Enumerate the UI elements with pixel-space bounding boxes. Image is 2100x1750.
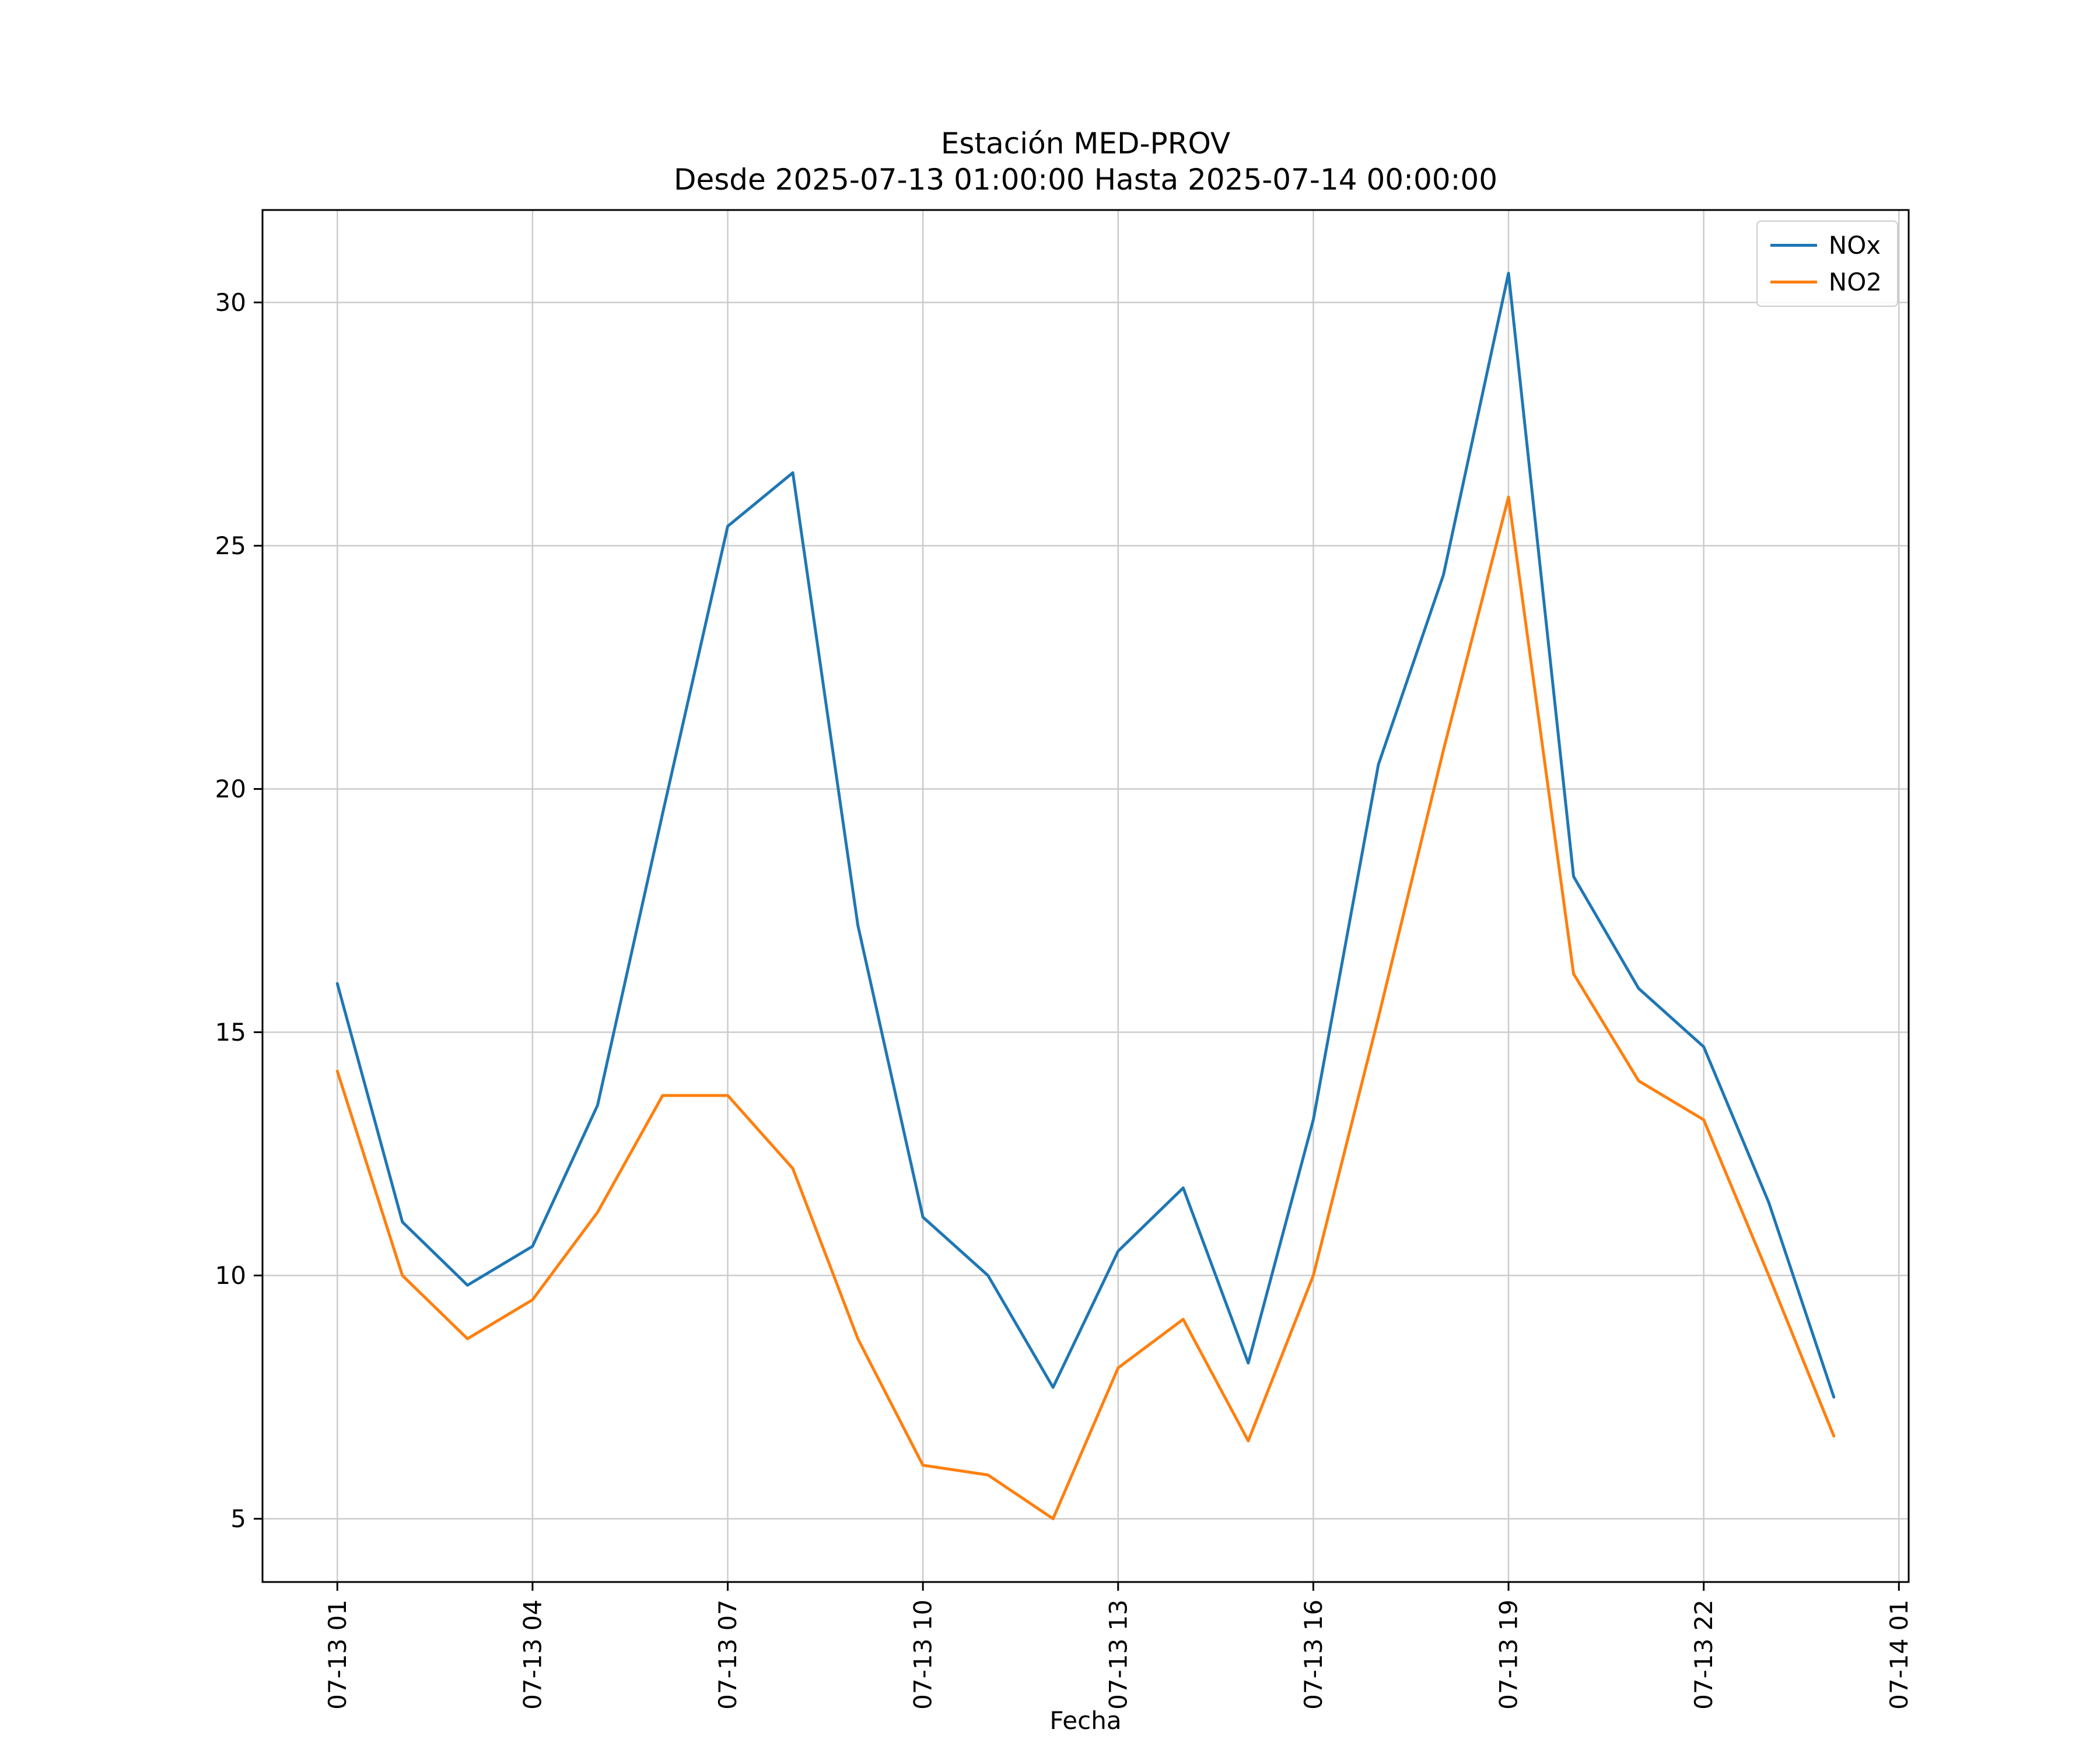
svg-text:07-13 19: 07-13 19 xyxy=(1494,1600,1523,1710)
svg-text:07-13 01: 07-13 01 xyxy=(323,1600,352,1710)
svg-text:20: 20 xyxy=(215,775,246,803)
legend-line-sample-nox xyxy=(1770,244,1817,247)
svg-text:07-14 01: 07-14 01 xyxy=(1885,1600,1913,1710)
chart-subtitle: Desde 2025-07-13 01:00:00 Hasta 2025-07-… xyxy=(673,163,1498,197)
svg-text:07-13 04: 07-13 04 xyxy=(518,1600,547,1710)
svg-text:07-13 16: 07-13 16 xyxy=(1299,1600,1328,1710)
svg-text:07-13 10: 07-13 10 xyxy=(909,1600,937,1710)
chart-title-block: Estación MED-PROV Desde 2025-07-13 01:00… xyxy=(262,125,1909,198)
svg-text:07-13 22: 07-13 22 xyxy=(1689,1600,1718,1710)
legend-line-sample-no2 xyxy=(1770,281,1817,284)
legend-item-nox: NOx xyxy=(1770,231,1882,260)
x-axis-label: Fecha xyxy=(1049,1706,1122,1735)
legend: NOx NO2 xyxy=(1756,220,1898,307)
svg-text:10: 10 xyxy=(215,1261,246,1290)
svg-text:07-13 07: 07-13 07 xyxy=(713,1600,742,1710)
legend-label-nox: NOx xyxy=(1828,231,1881,260)
legend-label-no2: NO2 xyxy=(1828,268,1882,296)
svg-text:07-13 13: 07-13 13 xyxy=(1104,1600,1132,1710)
svg-text:30: 30 xyxy=(215,288,246,317)
svg-text:5: 5 xyxy=(230,1504,246,1533)
chart-title: Estación MED-PROV xyxy=(940,127,1231,160)
legend-item-no2: NO2 xyxy=(1770,268,1882,296)
svg-text:25: 25 xyxy=(215,531,246,560)
svg-text:15: 15 xyxy=(215,1018,246,1046)
